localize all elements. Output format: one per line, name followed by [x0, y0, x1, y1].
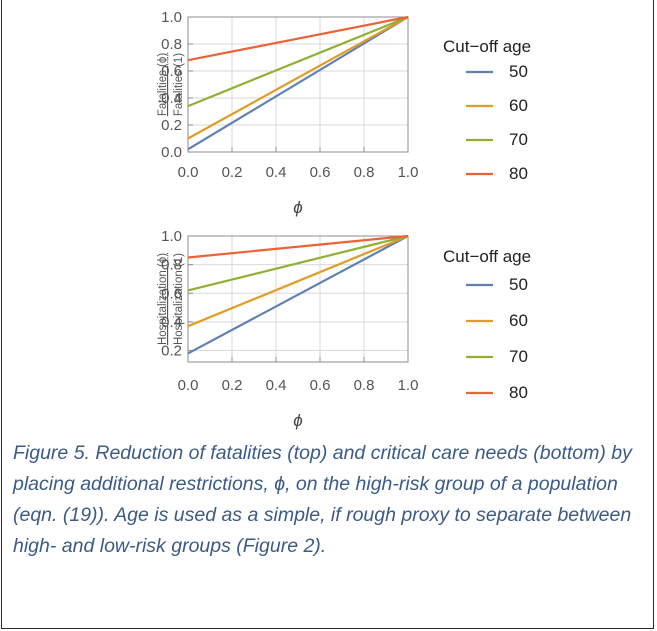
y-tick-label: 0.4 — [161, 314, 182, 331]
legend-label-50: 50 — [509, 62, 528, 81]
y-tick-label: 0.8 — [161, 36, 182, 53]
y-tick-label: 0.2 — [161, 343, 182, 360]
chart-2: 0.0 0.2 0.4 0.6 0.8 1.0 0.2 0.4 0.6 0.8 1.0 ϕ Hospit… — [157, 228, 531, 430]
x-axis-label: ϕ — [293, 411, 302, 430]
x-tick-label: 0.8 — [354, 164, 375, 181]
legend-label-70: 70 — [509, 347, 528, 366]
y-axis-label-top: Fatalities (ϕ) — [157, 53, 169, 116]
x-tick-label: 1.0 — [398, 377, 419, 394]
x-tick-label: 0.4 — [266, 164, 287, 181]
legend-label-60: 60 — [509, 311, 528, 330]
y-tick-label: 1.0 — [161, 228, 182, 245]
chart-1: 0.0 0.2 0.4 0.6 0.8 1.0 0.0 0.2 0.4 0.6 0.8 1.0 ϕ Fat… — [157, 9, 531, 217]
y-tick-label: 0.6 — [161, 285, 182, 302]
x-tick-label: 0.4 — [266, 377, 287, 394]
x-tick-label: 0.2 — [222, 377, 243, 394]
legend-label-70: 70 — [509, 130, 528, 149]
plot-frame — [187, 16, 409, 153]
legend-label-60: 60 — [509, 96, 528, 115]
plot-frame — [187, 235, 409, 363]
y-tick-label: 0.2 — [161, 117, 182, 134]
x-tick-label: 0.8 — [354, 377, 375, 394]
y-axis-label-bottom: Hospitalization (1) — [173, 253, 185, 345]
x-tick-label: 0.0 — [178, 377, 199, 394]
legend-label-80: 80 — [509, 383, 528, 402]
series-line-80 — [187, 234, 409, 259]
y-tick-label: 0.6 — [161, 63, 182, 80]
figure-caption: Figure 5. Reduction of fatalities (top) … — [13, 442, 632, 557]
legend-title: Cut−off age — [443, 247, 531, 266]
legend-label-80: 80 — [509, 164, 528, 183]
series-line-50 — [187, 235, 409, 355]
y-axis-label-top: Hospitalization (ϕ) — [157, 253, 169, 345]
figure-plots: 0.0 0.2 0.4 0.6 0.8 1.0 0.0 0.2 0.4 0.6 0.8 1.0 ϕ Fat… — [157, 9, 531, 430]
y-tick-label: 0.0 — [161, 144, 182, 161]
series-line-60 — [187, 234, 409, 328]
x-tick-label: 0.0 — [178, 164, 199, 181]
y-axis-label-bottom: Fatalities (1) — [173, 53, 185, 116]
legend-title: Cut−off age — [443, 37, 531, 56]
series-line-70 — [187, 15, 409, 108]
x-tick-label: 0.2 — [222, 164, 243, 181]
series-line-50 — [187, 16, 409, 151]
legend-label-50: 50 — [509, 275, 528, 294]
series-line-80 — [187, 15, 409, 62]
y-tick-label: 0.4 — [161, 90, 182, 107]
x-tick-label: 0.6 — [310, 164, 331, 181]
x-tick-label: 1.0 — [398, 164, 419, 181]
x-tick-label: 0.6 — [310, 377, 331, 394]
y-tick-label: 0.8 — [161, 257, 182, 274]
y-tick-label: 1.0 — [161, 9, 182, 26]
series-line-70 — [187, 234, 409, 292]
series-line-60 — [187, 16, 409, 140]
x-axis-label: ϕ — [293, 198, 302, 217]
